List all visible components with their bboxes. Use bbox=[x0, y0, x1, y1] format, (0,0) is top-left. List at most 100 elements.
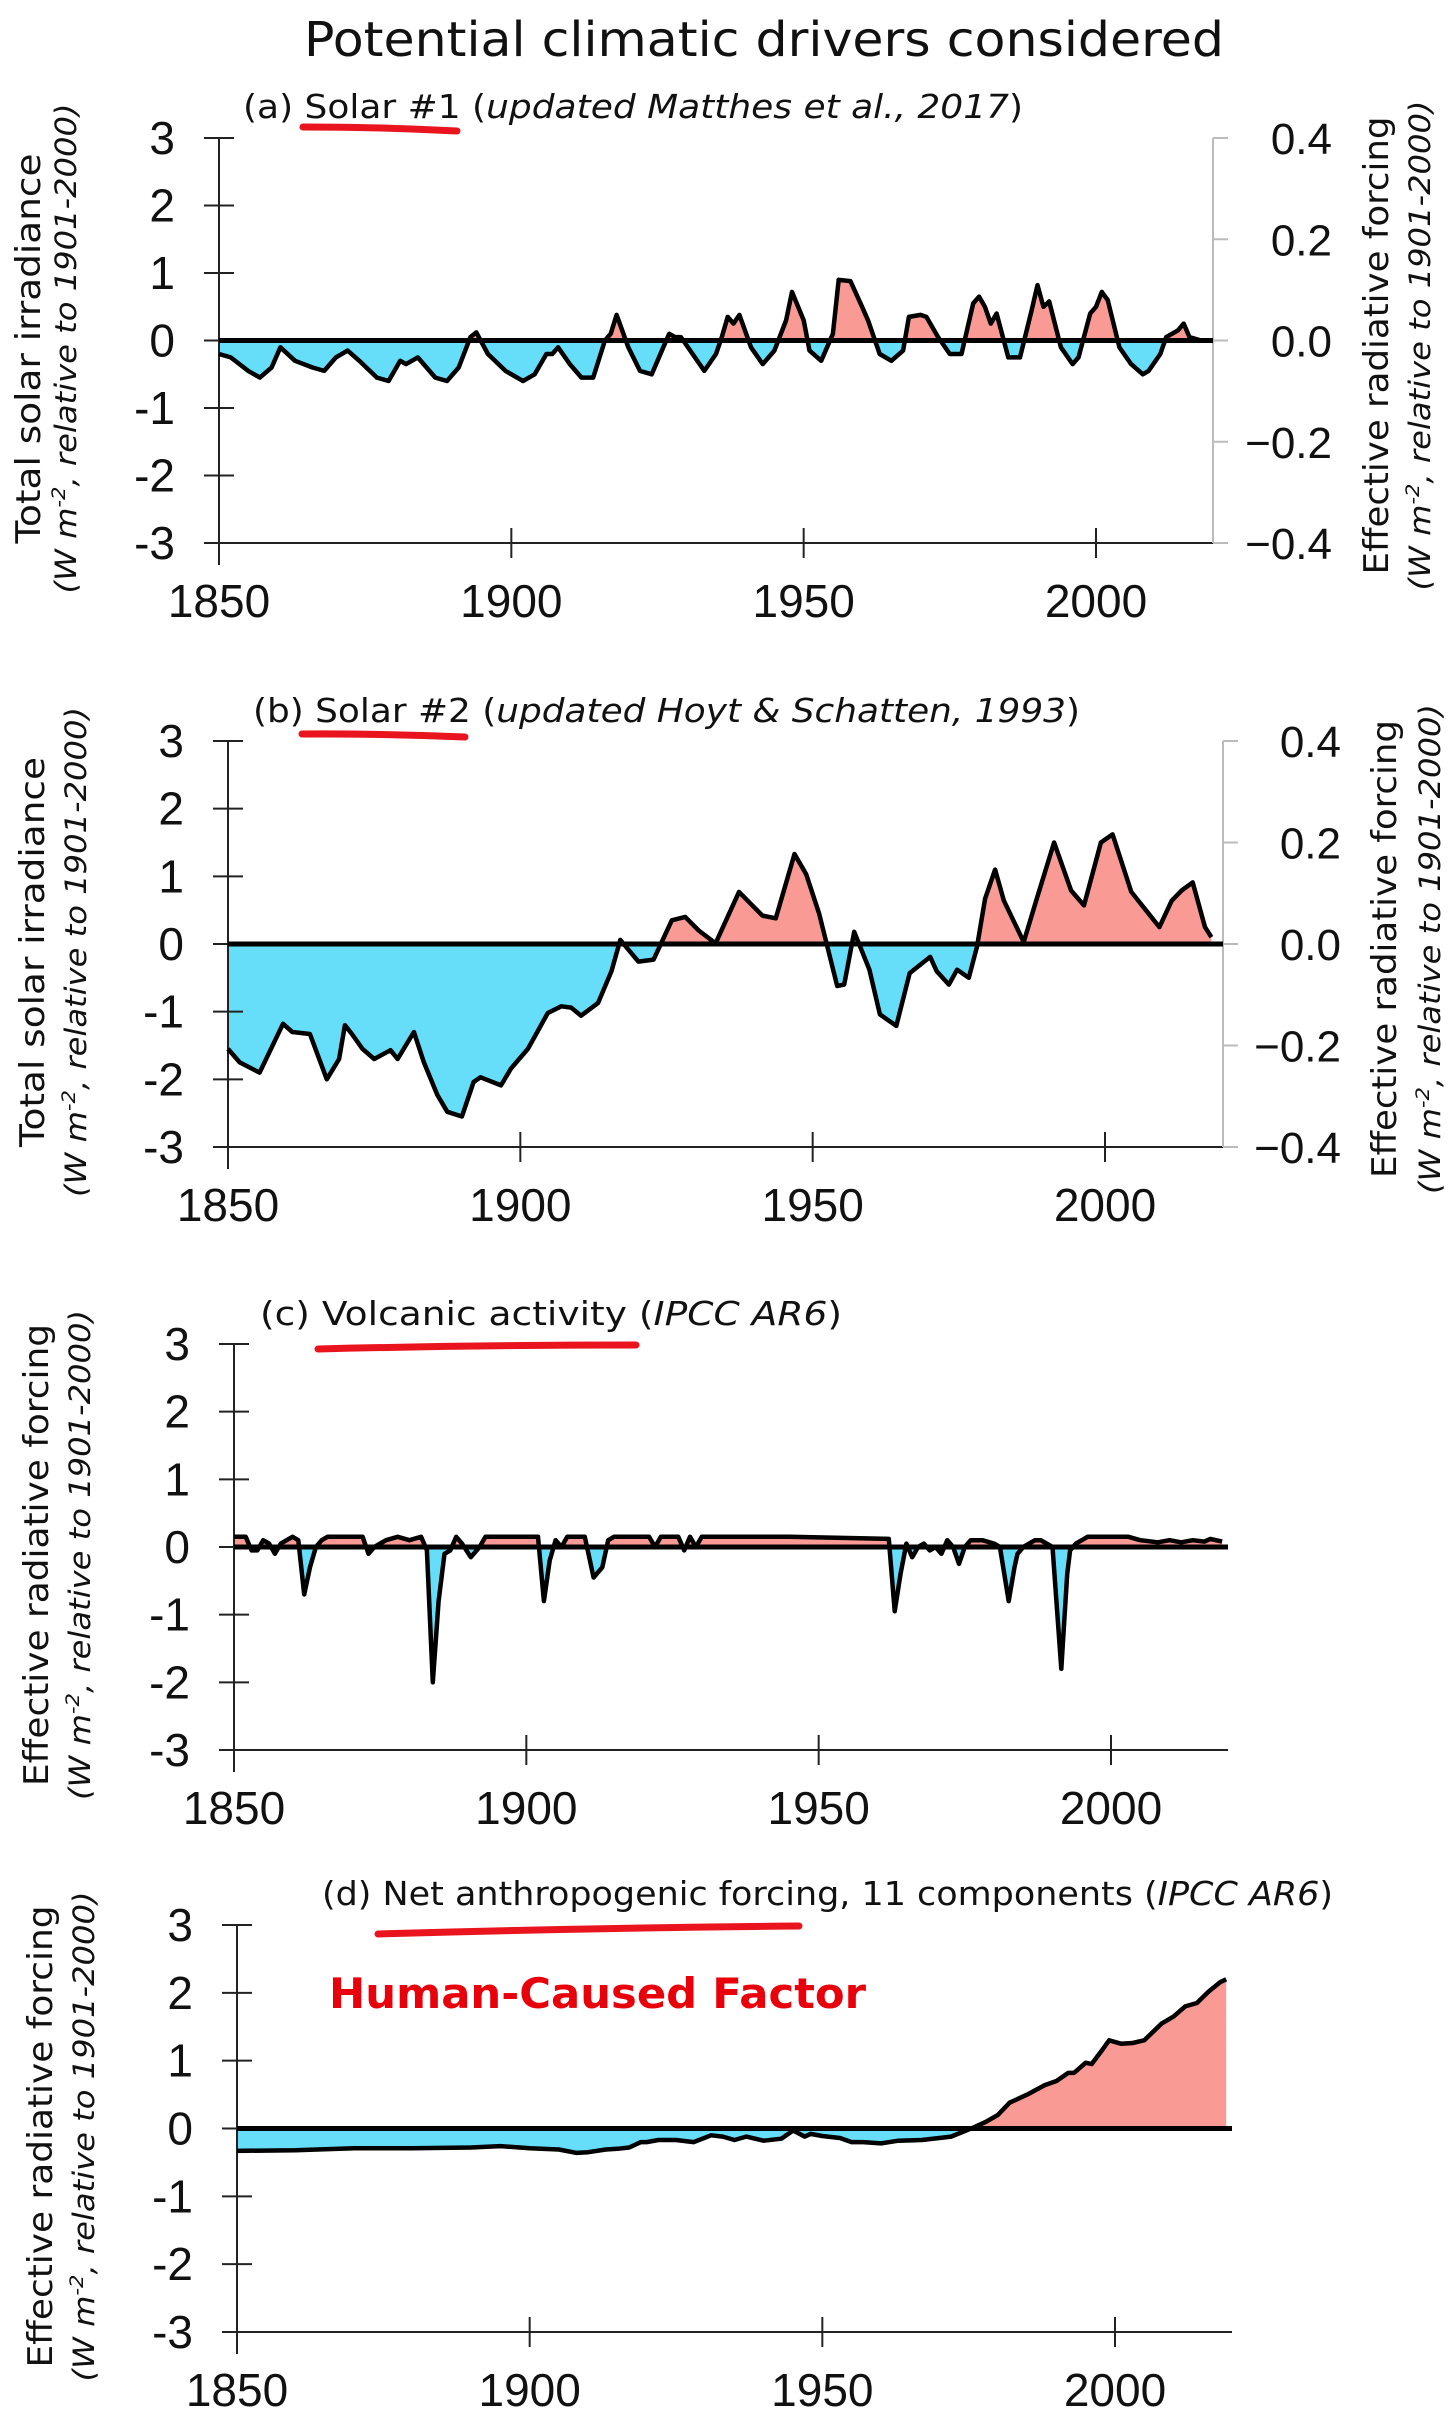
y-axis-units: (W m-2, relative to 1901-2000) bbox=[62, 1310, 97, 1800]
positive-forcing-area bbox=[237, 1979, 1227, 2129]
negative-forcing-area bbox=[228, 944, 1212, 1117]
panel-source: IPCC AR6 bbox=[654, 1294, 828, 1333]
y-axis-units: (W m-2, relative to 1901-2000) bbox=[66, 1892, 101, 2382]
forcing-series-line bbox=[226, 832, 1214, 1119]
y2-axis-units: (W m-2, relative to 1901-2000) bbox=[1412, 704, 1447, 1194]
y-tick-label: -2 bbox=[152, 2238, 193, 2290]
y-axis-units-superscript: -2 bbox=[62, 1693, 84, 1714]
x-tick-label: 1850 bbox=[177, 1179, 279, 1231]
forcing-series-line bbox=[236, 1977, 1228, 2156]
x-tick-label: 1900 bbox=[478, 2364, 580, 2416]
y-axis-units: (W m-2, relative to 1901-2000) bbox=[48, 104, 83, 594]
x-tick-label: 1950 bbox=[767, 1782, 869, 1834]
human-caused-factor-annotation: Human-Caused Factor bbox=[329, 1969, 866, 2018]
panel-driver-name: Solar #2 bbox=[315, 691, 471, 730]
panel-title: (a) Solar #1 (updated Matthes et al., 20… bbox=[243, 87, 1023, 126]
y-axis-units-superscript: -2 bbox=[58, 1090, 80, 1111]
red-underline-highlight bbox=[374, 1922, 803, 1938]
y-tick-label: -1 bbox=[134, 382, 175, 434]
y-tick-label: -2 bbox=[134, 450, 175, 502]
x-tick-label: 1900 bbox=[475, 1782, 577, 1834]
y-tick-label: 2 bbox=[149, 180, 175, 232]
panel-driver-name: Net anthropogenic forcing bbox=[383, 1874, 840, 1913]
y2-axis-units-text: (W m bbox=[1403, 505, 1437, 591]
y-tick-label: 2 bbox=[167, 1967, 193, 2019]
y-axis-units-text: (W m bbox=[63, 1714, 97, 1800]
y2-tick-label: 0.2 bbox=[1271, 216, 1332, 265]
y-tick-label: -1 bbox=[149, 1589, 190, 1641]
panel-c: 3 2 1 0 -1 -2 -3 1850 1900 1950 2000 Effective radi… bbox=[17, 1294, 1228, 1834]
x-tick-label: 1900 bbox=[469, 1179, 571, 1231]
y2-tick-label: 0.4 bbox=[1280, 718, 1341, 767]
panel-source: updated Matthes et al., 2017 bbox=[486, 87, 1009, 126]
y-axis-units-text: , relative to 1901-2000) bbox=[59, 707, 93, 1090]
y-tick-label: -2 bbox=[149, 1656, 190, 1708]
forcing-series-line bbox=[234, 1534, 1223, 1685]
positive-forcing-area bbox=[228, 834, 1212, 944]
x-tick-label: 2000 bbox=[1045, 575, 1147, 627]
x-tick-label: 1850 bbox=[186, 2364, 288, 2416]
x-tick-label: 1850 bbox=[183, 1782, 285, 1834]
positive-forcing-area bbox=[219, 279, 1202, 341]
y2-axis-units-superscript: -2 bbox=[1402, 484, 1424, 505]
y2-axis-units-text: (W m bbox=[1413, 1108, 1447, 1194]
panel-title-text: ) bbox=[1319, 1874, 1333, 1913]
y2-tick-label: 0.2 bbox=[1280, 820, 1341, 869]
y-tick-label: 1 bbox=[149, 247, 175, 299]
y-tick-label: 1 bbox=[164, 1453, 190, 1505]
x-tick-label: 2000 bbox=[1064, 2364, 1166, 2416]
y-tick-label: 0 bbox=[149, 315, 175, 367]
positive-forcing-area bbox=[234, 1536, 1223, 1547]
red-underline-highlight bbox=[299, 123, 461, 135]
y-axis-units-text: , relative to 1901-2000) bbox=[63, 1310, 97, 1693]
y2-tick-label: −0.4 bbox=[1254, 1124, 1341, 1173]
y-tick-label: 0 bbox=[158, 918, 184, 970]
x-tick-label: 2000 bbox=[1060, 1782, 1162, 1834]
y-tick-label: -2 bbox=[143, 1053, 184, 1105]
panel-source: updated Hoyt & Schatten, 1993 bbox=[496, 691, 1066, 730]
y-tick-label: -1 bbox=[152, 2170, 193, 2222]
y-tick-label: 0 bbox=[164, 1521, 190, 1573]
y-axis-label: Effective radiative forcing bbox=[17, 1324, 57, 1786]
y-tick-label: 3 bbox=[164, 1318, 190, 1370]
y-tick-label: 3 bbox=[167, 1899, 193, 1951]
y-axis-units-text: , relative to 1901-2000) bbox=[49, 104, 83, 487]
y2-axis-label: Effective radiative forcing bbox=[1357, 117, 1397, 575]
panel-letter: (a) bbox=[243, 87, 305, 126]
panel-d: 3 2 1 0 -1 -2 -3 1850 1900 1950 2000 Effective radi… bbox=[21, 1874, 1333, 2416]
y-axis-label: Effective radiative forcing bbox=[21, 1906, 61, 2368]
y-tick-label: -1 bbox=[143, 986, 184, 1038]
panel-b: 3 2 1 0 -1 -2 -3 1850 1900 1950 2000 0.4 0.2 0.0 −0.2 −… bbox=[13, 691, 1447, 1231]
y-tick-label: 2 bbox=[158, 783, 184, 835]
panel-driver-name: Volcanic activity bbox=[322, 1294, 627, 1333]
panel-title-text: ) bbox=[1009, 87, 1023, 126]
y-axis-units: (W m-2, relative to 1901-2000) bbox=[58, 707, 93, 1197]
figure-title: Potential climatic drivers considered bbox=[304, 12, 1224, 68]
y2-axis-units-text: , relative to 1901-2000) bbox=[1403, 101, 1437, 484]
y2-axis-units-superscript: -2 bbox=[1412, 1087, 1434, 1108]
y-tick-label: 3 bbox=[149, 112, 175, 164]
panel-a: 3 2 1 0 -1 -2 -3 1850 1900 1950 2000 0.4 0.2 0.0 −0.2 −… bbox=[9, 87, 1437, 627]
red-underline-highlight bbox=[298, 730, 469, 741]
y-tick-label: 1 bbox=[158, 850, 184, 902]
panel-title-text: ( bbox=[461, 87, 486, 126]
panel-source: IPCC AR6 bbox=[1158, 1874, 1320, 1913]
y-tick-label: -3 bbox=[149, 1724, 190, 1776]
y-axis-units-text: (W m bbox=[59, 1111, 93, 1197]
y2-tick-label: −0.4 bbox=[1245, 520, 1332, 569]
negative-forcing-area bbox=[234, 1547, 1223, 1683]
panel-title: (c) Volcanic activity (IPCC AR6) bbox=[260, 1294, 842, 1333]
red-underline-highlight bbox=[314, 1341, 640, 1353]
x-tick-label: 1900 bbox=[460, 575, 562, 627]
y-tick-label: 2 bbox=[164, 1386, 190, 1438]
panel-title-text: ) bbox=[1066, 691, 1080, 730]
panel-title-text: ) bbox=[827, 1294, 842, 1333]
forcing-series-line bbox=[218, 277, 1202, 384]
panel-letter: (c) bbox=[260, 1294, 322, 1333]
panel-title: (b) Solar #2 (updated Hoyt & Schatten, 1… bbox=[253, 691, 1080, 730]
panel-letter: (d) bbox=[322, 1874, 383, 1913]
y-axis-label: Total solar irradiance bbox=[13, 757, 53, 1148]
y-tick-label: 0 bbox=[167, 2103, 193, 2155]
y-axis-units-superscript: -2 bbox=[48, 487, 70, 508]
